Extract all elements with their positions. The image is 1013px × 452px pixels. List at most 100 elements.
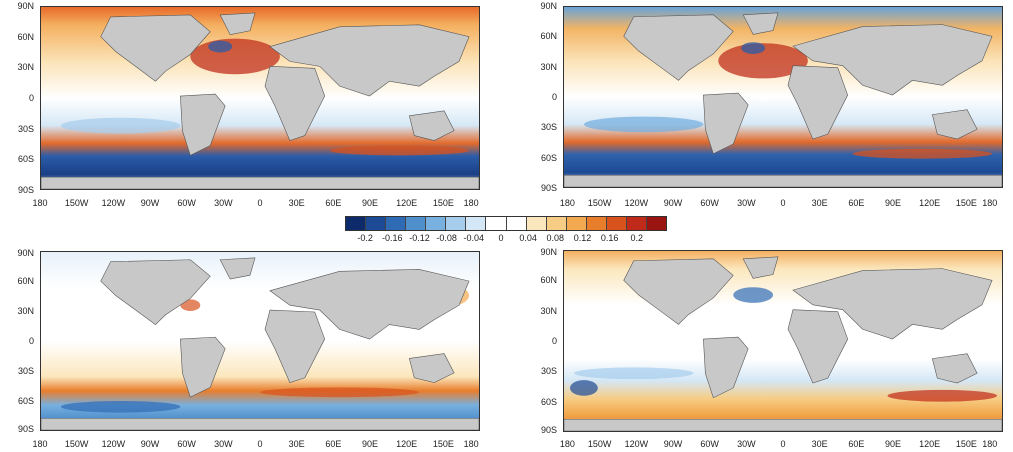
colorbar-label: 0.16	[600, 233, 619, 243]
colorbar-swatches	[345, 216, 667, 231]
lon-label: 120W	[101, 198, 126, 208]
lon-label: 30E	[288, 439, 305, 449]
colorbar-label: -0.2	[357, 233, 373, 243]
lat-label: 90S	[17, 424, 34, 435]
lon-label: 120E	[396, 439, 418, 449]
lat-label: 90N	[540, 246, 557, 257]
lat-label: 60N	[17, 31, 34, 42]
lat-label: 30N	[17, 305, 34, 316]
lon-label: 30E	[811, 198, 828, 208]
longitude-axis-a: 180 150W 120W 90W 60W 30W 0 30E 60E 90E …	[32, 198, 480, 210]
lon-label: 180	[982, 198, 998, 208]
longitude-axis-b: 180 150W 120W 90W 60W 30W 0 30E 60E 90E …	[559, 198, 1003, 210]
lat-label: 60S	[17, 154, 34, 165]
lon-label: 90W	[140, 439, 160, 449]
lon-label: 60W	[700, 439, 719, 449]
land-masses	[564, 256, 1002, 431]
lat-label: 90N	[17, 1, 34, 11]
map-c	[41, 252, 479, 430]
lon-label: 120E	[919, 198, 941, 208]
land-masses	[564, 12, 1002, 187]
lon-label: 0	[257, 198, 263, 208]
lon-label: 150E	[432, 439, 454, 449]
colorbar-swatch	[446, 217, 467, 230]
latitude-axis-c: 90N 60N 30N 0 30S 60S 90S	[2, 248, 34, 435]
colorbar-swatch	[506, 217, 527, 230]
lon-label: 90E	[361, 198, 379, 208]
colorbar-label: 0	[498, 233, 504, 243]
map-frame-d	[563, 250, 1003, 432]
colorbar-swatch	[426, 217, 447, 230]
lon-label: 180	[559, 198, 575, 208]
lat-label: 0	[551, 92, 557, 102]
lon-label: 60W	[177, 439, 196, 449]
lat-label: 60S	[17, 395, 34, 406]
lon-label: 60E	[848, 198, 865, 208]
colorbar: -0.2 -0.16 -0.12 -0.08 -0.04 0 0.04 0.08 0.12 0.1…	[345, 216, 667, 246]
lon-label: 90E	[884, 198, 902, 208]
map-frame-b	[563, 6, 1003, 188]
lat-label: 60N	[17, 276, 34, 286]
lon-label: 30E	[288, 198, 305, 208]
colorbar-label: 0.04	[519, 233, 537, 243]
lon-label: 120W	[624, 198, 649, 208]
lon-label: 0	[780, 439, 786, 449]
lat-label: 0	[28, 93, 34, 103]
lon-label: 30W	[737, 439, 756, 449]
colorbar-label: -0.12	[409, 233, 430, 243]
lon-label: 60W	[177, 198, 196, 208]
land-masses	[41, 257, 479, 430]
lon-label: 180	[559, 439, 575, 449]
lat-label: 90S	[540, 425, 557, 436]
lat-label: 60N	[540, 275, 557, 286]
colorbar-swatch	[546, 217, 567, 230]
lat-label: 30S	[17, 123, 34, 134]
colorbar-label: -0.08	[436, 233, 457, 243]
colorbar-swatch	[526, 217, 547, 230]
lon-label: 180	[982, 439, 998, 449]
colorbar-label: 0.12	[573, 233, 592, 243]
lon-label: 150W	[587, 439, 612, 449]
colorbar-swatch	[606, 217, 627, 230]
colorbar-labels: -0.2 -0.16 -0.12 -0.08 -0.04 0 0.04 0.08 0.12 0.1…	[345, 233, 667, 245]
lon-label: 30E	[811, 439, 828, 449]
latitude-axis-d: 90N 60N 30N 0 30S 60S 90S	[525, 246, 557, 436]
latitude-axis-a: 90N 60N 30N 0 30S 60S 90S	[2, 1, 34, 195]
colorbar-label: 0.08	[546, 233, 565, 243]
lon-label: 180	[463, 198, 479, 208]
colorbar-swatch	[486, 217, 507, 230]
lon-label: 90E	[361, 439, 379, 449]
colorbar-swatch	[586, 217, 607, 230]
colorbar-swatch	[366, 217, 387, 230]
lat-label: 30S	[540, 366, 557, 377]
lon-label: 60E	[325, 198, 342, 208]
lat-label: 60N	[540, 31, 557, 42]
lon-label: 120W	[624, 439, 649, 449]
anomaly-blobs	[60, 38, 470, 156]
colorbar-swatch	[386, 217, 407, 230]
lon-label: 120E	[919, 439, 941, 449]
lat-label: 30N	[540, 61, 557, 72]
lon-label: 120E	[396, 198, 418, 208]
longitude-axis-c: 180 150W 120W 90W 60W 30W 0 30E 60E 90E …	[32, 439, 480, 451]
lon-label: 30W	[737, 198, 756, 208]
lon-label: 90E	[884, 439, 902, 449]
land-masses	[41, 12, 479, 189]
colorbar-swatch	[406, 217, 427, 230]
lon-label: 30W	[214, 439, 233, 449]
lon-label: 90W	[140, 198, 160, 208]
lon-label: 90W	[663, 198, 683, 208]
lon-label: 60E	[325, 439, 342, 449]
colorbar-swatch	[646, 217, 666, 230]
lon-label: 150E	[432, 198, 454, 208]
colorbar-swatch	[566, 217, 587, 230]
colorbar-swatch	[346, 217, 367, 230]
lon-label: 150W	[64, 198, 89, 208]
colorbar-label: -0.04	[463, 233, 485, 243]
lon-label: 150W	[64, 439, 89, 449]
lat-label: 90N	[540, 1, 557, 11]
map-frame-a	[40, 6, 480, 190]
anomaly-blobs	[583, 42, 993, 159]
lon-label: 120W	[101, 439, 126, 449]
lat-label: 0	[551, 336, 557, 346]
